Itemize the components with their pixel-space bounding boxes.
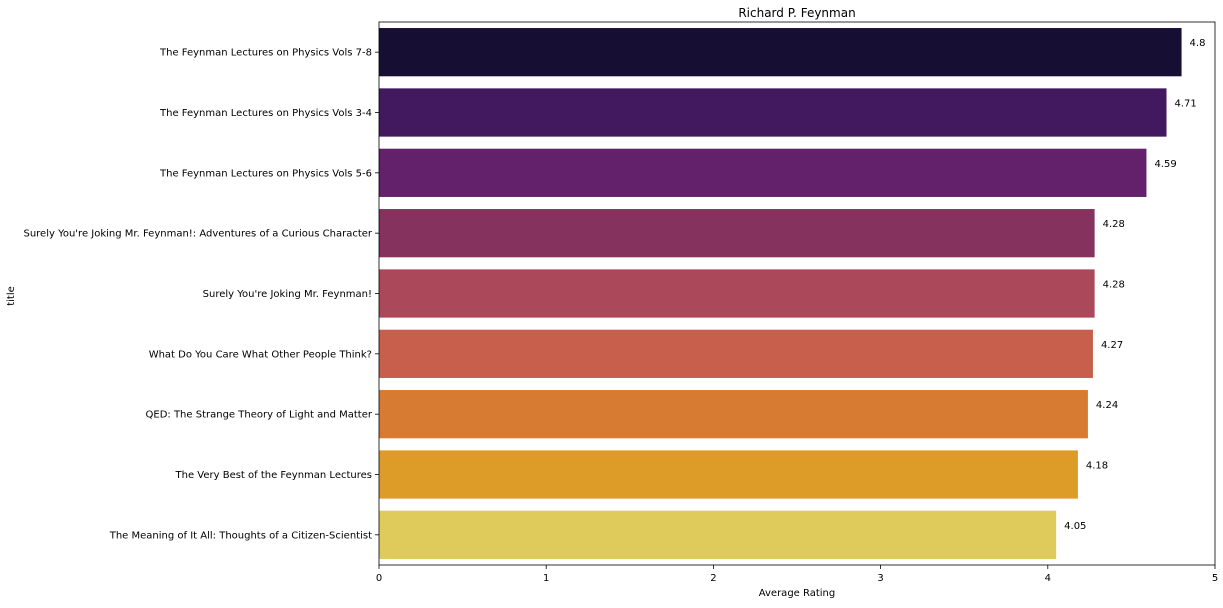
data-label: 4.18: [1086, 461, 1108, 472]
x-tick-label: 0: [376, 573, 382, 584]
y-tick-label: QED: The Strange Theory of Light and Mat…: [146, 410, 373, 421]
y-axis-label: title: [6, 286, 17, 306]
x-tick-label: 5: [1212, 573, 1218, 584]
data-label: 4.28: [1103, 219, 1125, 230]
bar: [379, 148, 1147, 197]
x-axis-ticks: 0 1 2 3 4 5: [376, 565, 1218, 584]
bars-layer: [379, 28, 1182, 559]
chart-title: Richard P. Feynman: [738, 6, 855, 20]
y-tick-label: The Meaning of It All: Thoughts of a Cit…: [109, 530, 372, 541]
y-tick-label: The Feynman Lectures on Physics Vols 5-6: [159, 168, 372, 179]
data-label: 4.05: [1064, 521, 1086, 532]
y-tick-label: The Feynman Lectures on Physics Vols 3-4: [159, 108, 372, 119]
data-label: 4.28: [1103, 280, 1125, 291]
value-labels: 4.8 4.71 4.59 4.28 4.28 4.27 4.24 4.18 4.05: [1064, 38, 1205, 532]
bar: [379, 269, 1095, 318]
bar: [379, 88, 1167, 137]
bar: [379, 28, 1182, 77]
data-label: 4.71: [1175, 99, 1197, 110]
x-tick-label: 4: [1045, 573, 1051, 584]
x-tick-label: 1: [543, 573, 549, 584]
plot-frame: [378, 21, 1216, 566]
bar: [379, 450, 1078, 499]
x-tick-label: 2: [710, 573, 716, 584]
data-label: 4.59: [1154, 159, 1176, 170]
y-tick-label: What Do You Care What Other People Think…: [149, 349, 372, 360]
y-tick-label: The Very Best of the Feynman Lectures: [175, 470, 373, 481]
y-tick-label: Surely You're Joking Mr. Feynman!: Adven…: [23, 229, 372, 240]
data-label: 4.27: [1101, 340, 1123, 351]
data-label: 4.24: [1096, 400, 1118, 411]
y-tick-label: Surely You're Joking Mr. Feynman!: [203, 289, 372, 300]
x-tick-label: 3: [877, 573, 883, 584]
y-tick-labels: The Feynman Lectures on Physics Vols 7-8…: [23, 48, 379, 541]
data-label: 4.8: [1190, 38, 1206, 49]
bar: [379, 329, 1093, 378]
bar: [379, 209, 1095, 258]
bar: [379, 510, 1057, 559]
bar: [379, 390, 1088, 439]
x-axis-label: Average Rating: [759, 588, 835, 599]
y-tick-label: The Feynman Lectures on Physics Vols 7-8: [159, 48, 372, 59]
